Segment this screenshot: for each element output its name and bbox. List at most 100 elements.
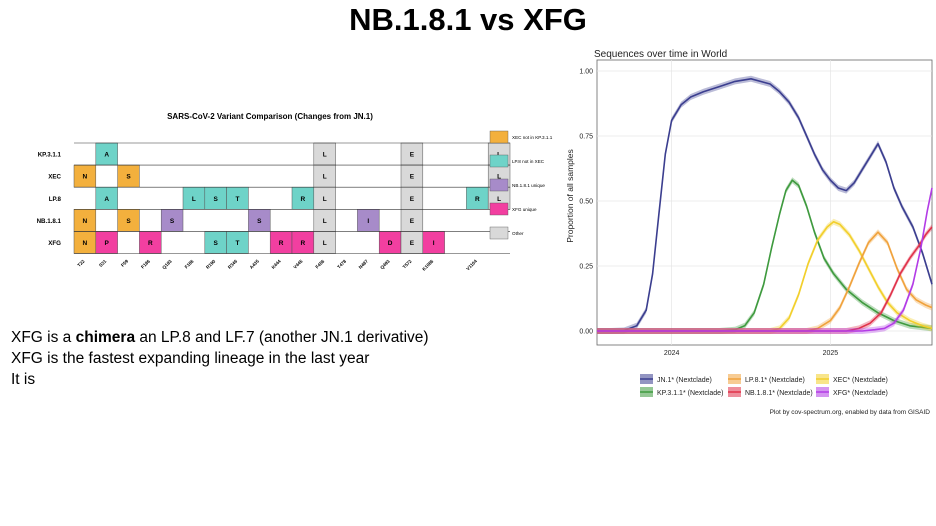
variant-position-tick: T572 — [402, 258, 413, 269]
y-axis-label: Proportion of all samples — [565, 149, 575, 243]
bullet-line-3: It is — [11, 371, 36, 388]
bullet-line-1-pre: XFG is a — [11, 329, 76, 346]
series-line — [597, 187, 933, 332]
variant-position-tick: V445 — [292, 258, 303, 269]
legend-label: LP.8 not in XEC — [512, 159, 545, 164]
y-tick-label: 0.75 — [579, 134, 593, 141]
legend-label: JN.1* (Nextclade) — [657, 377, 712, 384]
variant-row-label: XEC — [48, 174, 61, 181]
variant-cell-label: E — [410, 174, 415, 181]
variant-position-tick: R346 — [227, 258, 239, 270]
variant-position-tick: T22 — [76, 258, 85, 267]
plot-panel — [596, 59, 933, 346]
chart-title: Sequences over time in World — [594, 49, 727, 60]
variant-cell-label: N — [83, 174, 88, 181]
variant-row-label: KP.3.1.1 — [38, 152, 62, 159]
variant-cell-label: S — [257, 218, 262, 225]
variant-cell-label: L — [323, 240, 327, 247]
legend-label: XFG* (Nextclade) — [833, 390, 888, 397]
legend-label: KP.3.1.1* (Nextclade) — [657, 390, 723, 397]
legend-label: NB.1.8.1* (Nextclade) — [745, 390, 813, 397]
variant-cell-label: D — [388, 240, 393, 247]
variant-position-tick: F186 — [140, 258, 151, 269]
variant-cell-label: R — [279, 240, 284, 247]
legend-swatch — [489, 130, 509, 144]
variant-row-label: LP.8 — [49, 196, 62, 203]
series-confidence-band — [597, 185, 932, 334]
variant-cell-label: P — [105, 240, 110, 247]
variant-cell-label: N — [83, 218, 88, 225]
slide-title: NB.1.8.1 vs XFG — [349, 2, 587, 37]
legend-label: Other — [512, 231, 524, 236]
variant-cell-label: E — [410, 152, 415, 159]
variant-cell-label: E — [410, 240, 415, 247]
legend-swatch — [489, 226, 509, 240]
variant-chart-title: SARS-CoV-2 Variant Comparison (Changes f… — [167, 112, 373, 121]
variant-cell-label: R — [301, 240, 306, 247]
y-tick-label: 1.00 — [579, 69, 593, 76]
legend-swatch — [489, 154, 509, 168]
variant-cell-label: T — [236, 196, 240, 203]
variant-cell-label: L — [323, 218, 327, 225]
variant-cell-label: A — [104, 152, 109, 159]
legend-swatch — [489, 178, 509, 192]
variant-cell-label: S — [126, 218, 131, 225]
variant-cell-label: T — [236, 240, 240, 247]
legend-label: XFG unique — [512, 207, 537, 212]
variant-position-tick: Q183 — [161, 258, 173, 270]
variant-row-label: XFG — [48, 240, 61, 247]
legend-label: XEC* (Nextclade) — [833, 377, 888, 384]
legend-label: LP.8.1* (Nextclade) — [745, 377, 805, 384]
variant-cell-label: A — [104, 196, 109, 203]
bullet-line-1-post: an LP.8 and LF.7 (another JN.1 derivativ… — [135, 329, 429, 346]
bullet-line-1-bold: chimera — [75, 329, 136, 346]
series-line — [597, 78, 933, 332]
variant-cell-label: R — [148, 240, 153, 247]
variant-position-tick: F186 — [184, 258, 195, 269]
variant-cell-label: S — [170, 218, 175, 225]
variant-cell-label: S — [126, 174, 131, 181]
variant-position-tick: S31 — [98, 258, 108, 268]
variant-position-tick: N487 — [358, 258, 370, 270]
x-tick-label: 2025 — [823, 350, 839, 357]
variant-cell-label: E — [410, 196, 415, 203]
legend-swatch — [489, 202, 509, 216]
variant-position-tick: F59 — [120, 258, 129, 267]
series-line — [597, 221, 933, 332]
variant-position-tick: R190 — [205, 258, 217, 270]
variant-position-tick: Q493 — [379, 258, 391, 270]
series-line — [597, 231, 933, 332]
variant-cell-label: E — [410, 218, 415, 225]
variant-cell-label: L — [497, 174, 501, 181]
bullet-list: XFG is a chimera an LP.8 and LF.7 (anoth… — [11, 327, 429, 390]
series-line — [597, 179, 933, 332]
variant-cell-label: I — [367, 218, 369, 225]
variant-cell-label: S — [214, 240, 219, 247]
variant-position-tick: F456 — [314, 258, 325, 269]
variant-position-tick: K444 — [271, 258, 283, 270]
variant-cell-label: I — [433, 240, 435, 247]
variant-cell-label: L — [323, 152, 327, 159]
variant-position-tick: A435 — [249, 258, 261, 270]
variant-row-label: NB.1.8.1 — [37, 218, 62, 225]
y-tick-label: 0.00 — [579, 329, 593, 336]
legend-label: NB.1.8.1 unique — [512, 183, 545, 188]
variant-cell-label: L — [323, 196, 327, 203]
variant-cell-label: L — [497, 196, 501, 203]
variant-cell-label: L — [192, 196, 196, 203]
variant-position-tick: T478 — [336, 258, 347, 269]
variant-cell-label: L — [323, 174, 327, 181]
variant-cell-label: R — [475, 196, 480, 203]
y-tick-label: 0.25 — [579, 264, 593, 271]
y-tick-label: 0.50 — [579, 199, 593, 206]
bullet-line-1: XFG is a chimera an LP.8 and LF.7 (anoth… — [11, 327, 429, 348]
variant-cell-label: N — [83, 240, 88, 247]
x-tick-label: 2024 — [664, 350, 680, 357]
chart-caption: Plot by cov-spectrum.org, enabled by dat… — [770, 409, 931, 416]
legend-label: XEC not in KP.3.1.1 — [512, 135, 553, 140]
variant-cell-label: R — [301, 196, 306, 203]
bullet-line-2: XFG is the fastest expanding lineage in … — [11, 350, 370, 367]
variant-cell-label: S — [214, 196, 219, 203]
